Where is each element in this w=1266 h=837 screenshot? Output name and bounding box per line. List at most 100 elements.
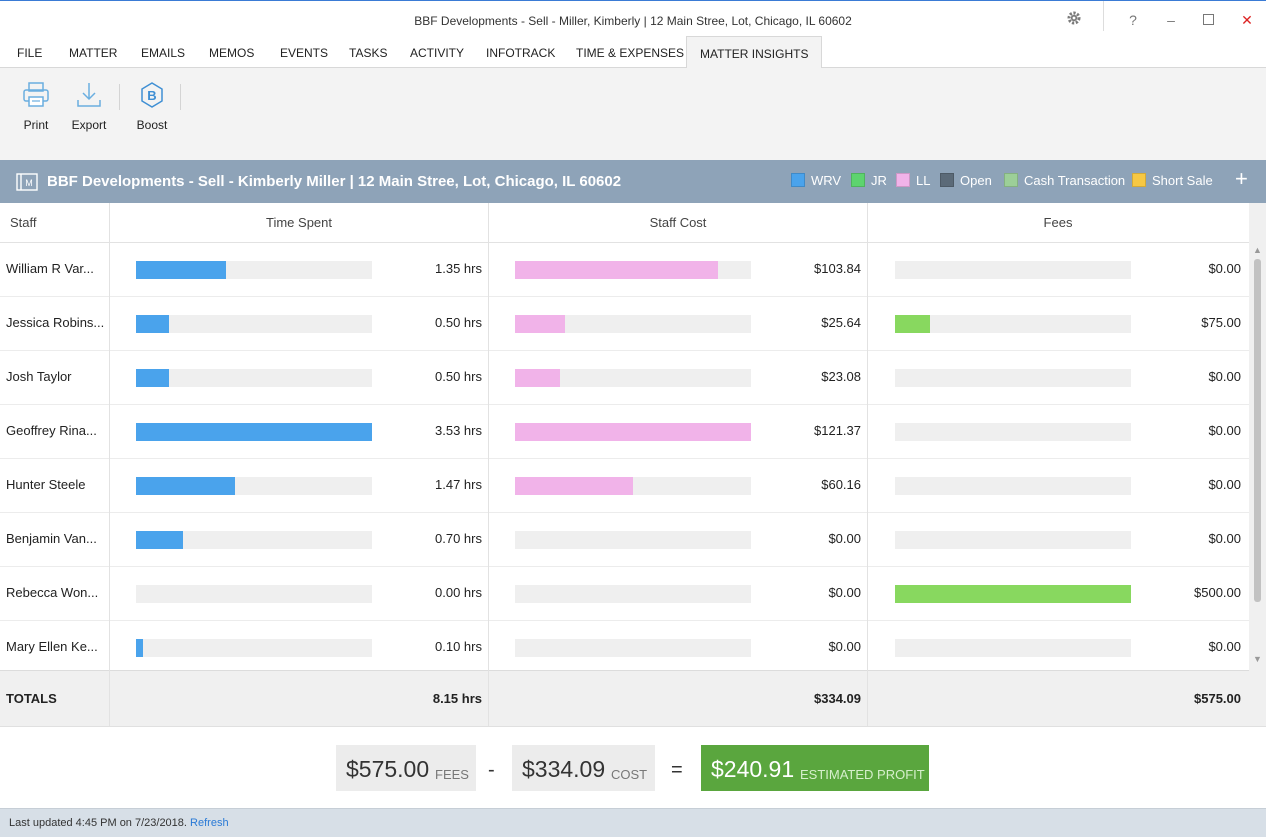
time-spent-value: 1.47 hrs — [435, 477, 482, 492]
column-divider — [109, 203, 110, 726]
menu-file[interactable]: FILE — [17, 46, 43, 60]
legend-label: JR — [871, 173, 887, 188]
scrollbar-corner — [1249, 670, 1266, 726]
legend-label: Open — [960, 173, 992, 188]
maximize-icon[interactable] — [1197, 10, 1219, 30]
legend-item[interactable]: Short Sale — [1132, 173, 1213, 188]
insights-table: Staff Time Spent Staff Cost Fees William… — [0, 203, 1249, 726]
staff-name: Jessica Robins... — [6, 315, 105, 330]
time-spent-value: 1.35 hrs — [435, 261, 482, 276]
totals-cost: $334.09 — [814, 691, 861, 706]
export-button[interactable]: Export — [64, 80, 114, 132]
last-updated: Last updated 4:45 PM on 7/23/2018. Refre… — [9, 817, 229, 829]
time-spent-bar — [136, 315, 169, 333]
staff-cost-value: $0.00 — [828, 531, 861, 546]
print-label: Print — [23, 118, 49, 132]
print-button[interactable]: Print — [11, 80, 61, 132]
matter-icon: M — [16, 172, 38, 195]
legend-swatch — [896, 173, 910, 187]
menu-memos[interactable]: MEMOS — [209, 46, 255, 60]
staff-name: Mary Ellen Ke... — [6, 639, 98, 654]
column-header-fees[interactable]: Fees — [1043, 215, 1073, 230]
legend-item[interactable]: Cash Transaction — [1004, 173, 1125, 188]
download-icon — [64, 80, 114, 112]
table-row[interactable]: Benjamin Van... 0.70 hrs $0.00 $0.00 — [0, 513, 1249, 567]
legend-swatch — [791, 173, 805, 187]
menu-matter[interactable]: MATTER — [69, 46, 118, 60]
ribbon-toolbar: Print Export B Boost — [0, 68, 1266, 160]
menu-emails[interactable]: EMAILS — [141, 46, 186, 60]
add-icon[interactable]: + — [1235, 166, 1248, 191]
staff-cost-value: $103.84 — [814, 261, 861, 276]
column-header-staff-cost[interactable]: Staff Cost — [649, 215, 707, 230]
ribbon-divider — [180, 84, 181, 110]
cost-summary-box: $334.09 COST — [512, 745, 655, 791]
boost-button[interactable]: B Boost — [127, 80, 177, 132]
table-row[interactable]: Geoffrey Rina... 3.53 hrs $121.37 $0.00 — [0, 405, 1249, 459]
fees-bar-track — [895, 315, 1131, 333]
staff-cost-bar-track — [515, 585, 751, 603]
fees-bar-track — [895, 423, 1131, 441]
time-spent-bar — [136, 261, 226, 279]
staff-name: Hunter Steele — [6, 477, 86, 492]
profit-summary-box: $240.91 ESTIMATED PROFIT — [701, 745, 929, 791]
staff-cost-value: $0.00 — [828, 639, 861, 654]
svg-text:M: M — [25, 178, 33, 188]
scroll-up-icon[interactable]: ▲ — [1253, 245, 1262, 255]
status-bar: Last updated 4:45 PM on 7/23/2018. Refre… — [0, 808, 1266, 837]
menu-events[interactable]: EVENTS — [280, 46, 329, 60]
fees-value: $0.00 — [1208, 477, 1241, 492]
menu-infotrack[interactable]: INFOTRACK — [486, 46, 556, 60]
time-spent-bar-track — [136, 315, 372, 333]
staff-name: William R Var... — [6, 261, 94, 276]
printer-icon — [11, 80, 61, 112]
staff-cost-bar-track — [515, 423, 751, 441]
fees-value: $0.00 — [1208, 423, 1241, 438]
help-icon[interactable]: ? — [1129, 12, 1137, 28]
table-row[interactable]: Rebecca Won... 0.00 hrs $0.00 $500.00 — [0, 567, 1249, 621]
menu-matter-insights[interactable]: MATTER INSIGHTS — [686, 36, 823, 69]
close-icon[interactable]: ✕ — [1241, 12, 1253, 28]
staff-cost-bar — [515, 261, 718, 279]
legend-item[interactable]: Open — [940, 173, 992, 188]
legend-label: WRV — [811, 173, 842, 188]
window-title: BBF Developments - Sell - Miller, Kimber… — [414, 14, 852, 28]
table-row[interactable]: Jessica Robins... 0.50 hrs $25.64 $75.00 — [0, 297, 1249, 351]
time-spent-bar — [136, 369, 169, 387]
fees-total-amount: $575.00 — [346, 756, 430, 782]
staff-cost-bar-track — [515, 315, 751, 333]
staff-cost-bar — [515, 369, 560, 387]
time-spent-value: 0.10 hrs — [435, 639, 482, 654]
fees-bar-track — [895, 585, 1131, 603]
settings-icon[interactable] — [1063, 10, 1085, 30]
menu-time-expenses[interactable]: TIME & EXPENSES — [576, 46, 685, 60]
table-row[interactable]: Hunter Steele 1.47 hrs $60.16 $0.00 — [0, 459, 1249, 513]
scrollbar-thumb[interactable] — [1254, 259, 1261, 602]
table-row[interactable]: William R Var... 1.35 hrs $103.84 $0.00 — [0, 243, 1249, 297]
menu-activity[interactable]: ACTIVITY — [410, 46, 465, 60]
column-header-time-spent[interactable]: Time Spent — [266, 215, 332, 230]
refresh-link[interactable]: Refresh — [190, 817, 229, 829]
time-spent-bar-track — [136, 369, 372, 387]
staff-cost-value: $60.16 — [821, 477, 861, 492]
title-bar: BBF Developments - Sell - Miller, Kimber… — [0, 0, 1266, 40]
legend-item[interactable]: LL — [896, 173, 930, 188]
legend-label: Cash Transaction — [1024, 173, 1126, 188]
minimize-icon[interactable]: – — [1167, 12, 1175, 28]
staff-cost-bar-track — [515, 639, 751, 657]
legend-item[interactable]: JR — [851, 173, 887, 188]
table-header: Staff Time Spent Staff Cost Fees — [0, 203, 1249, 243]
fees-value: $0.00 — [1208, 639, 1241, 654]
time-spent-bar — [136, 531, 183, 549]
time-spent-bar-track — [136, 261, 372, 279]
column-header-staff[interactable]: Staff — [10, 215, 37, 230]
vertical-scrollbar[interactable]: ▲ ▼ — [1249, 203, 1266, 670]
time-spent-value: 3.53 hrs — [435, 423, 482, 438]
svg-text:B: B — [147, 88, 156, 103]
table-row[interactable]: Josh Taylor 0.50 hrs $23.08 $0.00 — [0, 351, 1249, 405]
menu-tasks[interactable]: TASKS — [349, 46, 388, 60]
boost-label: Boost — [136, 118, 168, 132]
table-row[interactable]: Mary Ellen Ke... 0.10 hrs $0.00 $0.00 — [0, 621, 1249, 675]
scroll-down-icon[interactable]: ▼ — [1253, 654, 1262, 664]
legend-item[interactable]: WRV — [791, 173, 841, 188]
